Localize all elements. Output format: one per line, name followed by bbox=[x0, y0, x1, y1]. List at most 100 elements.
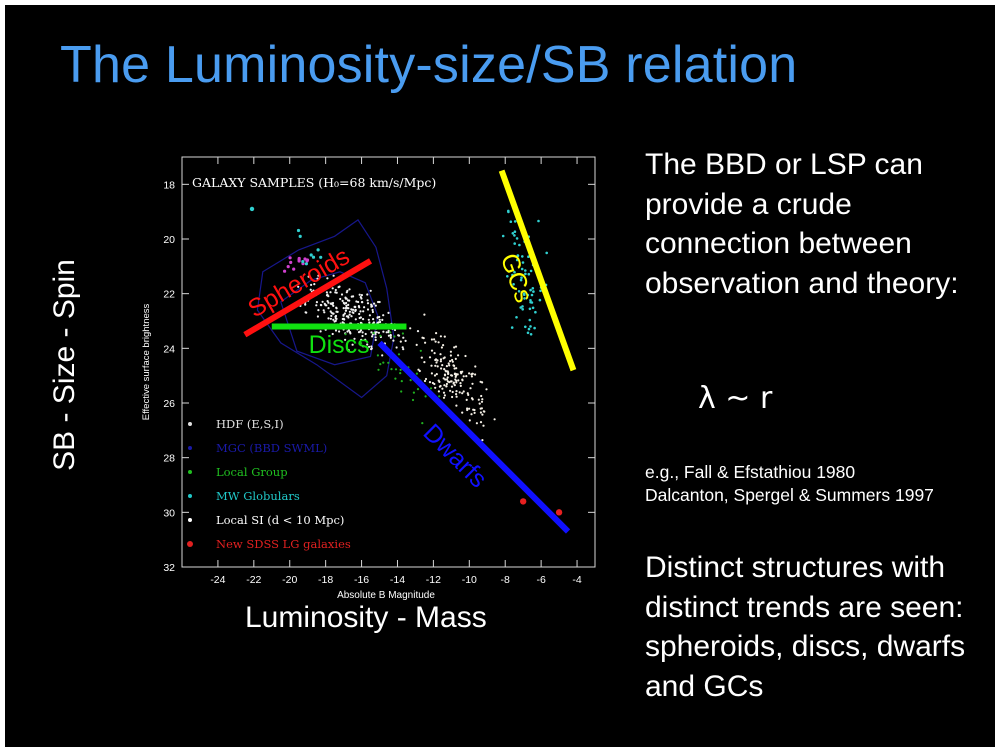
point-mw-globular bbox=[513, 230, 517, 233]
point-hdf bbox=[350, 315, 353, 318]
point-hdf bbox=[374, 333, 377, 336]
point-hdf bbox=[325, 291, 328, 294]
point-local-si bbox=[479, 411, 482, 414]
point-hdf bbox=[325, 304, 328, 307]
point-hdf bbox=[316, 277, 319, 280]
legend-label: Local SI (d < 10 Mpc) bbox=[216, 513, 344, 527]
point-hdf bbox=[404, 339, 407, 342]
point-hdf bbox=[374, 338, 377, 342]
point-hdf bbox=[382, 314, 385, 317]
point-mw-globular bbox=[507, 209, 510, 213]
point-hdf bbox=[334, 317, 337, 320]
point-local-group bbox=[390, 368, 393, 371]
point-local-group bbox=[400, 390, 403, 393]
point-local-group bbox=[416, 388, 420, 391]
point-local-group bbox=[421, 422, 424, 425]
point-hdf bbox=[330, 314, 333, 317]
points-layer bbox=[249, 206, 563, 516]
point-local-si bbox=[446, 376, 449, 379]
point-local-si bbox=[434, 340, 437, 343]
point-local-si bbox=[423, 313, 426, 316]
point-local-si bbox=[434, 358, 438, 361]
point-local-group bbox=[409, 379, 412, 382]
point-local-si bbox=[448, 364, 451, 367]
point-hdf bbox=[387, 334, 390, 337]
mgc-contour-1 bbox=[280, 271, 379, 366]
point-hdf bbox=[357, 300, 360, 304]
point-hdf bbox=[395, 346, 398, 349]
point-local-si bbox=[466, 408, 469, 412]
point-hdf bbox=[343, 312, 346, 315]
point-hdf bbox=[337, 286, 340, 289]
point-mw-globular bbox=[529, 333, 533, 336]
point-hdf bbox=[315, 304, 318, 307]
point-local-si bbox=[420, 356, 423, 359]
point-hdf bbox=[345, 297, 348, 300]
legend-label: HDF (E,S,I) bbox=[216, 417, 284, 431]
x-tick-label: -8 bbox=[501, 574, 510, 586]
point-local-si bbox=[442, 377, 445, 380]
point-mw-globular bbox=[529, 288, 532, 292]
point-hdf bbox=[401, 346, 404, 349]
point-local-si bbox=[450, 385, 454, 388]
point-hdf bbox=[374, 336, 377, 339]
point-hdf bbox=[364, 332, 367, 336]
conclusion-text: Distinct structures with distinct trends… bbox=[645, 551, 966, 703]
point-local-si bbox=[465, 375, 468, 378]
point-hdf bbox=[330, 302, 333, 305]
point-mw-globular bbox=[506, 275, 509, 278]
point-local-si bbox=[443, 356, 446, 359]
point-hdf-e bbox=[292, 267, 296, 271]
point-hdf bbox=[329, 310, 332, 313]
point-hdf bbox=[416, 330, 420, 333]
point-local-si bbox=[439, 360, 442, 363]
point-local-si bbox=[443, 368, 446, 371]
point-mw-globular bbox=[501, 234, 505, 238]
slide-title: The Luminosity-size/SB relation bbox=[60, 36, 798, 94]
point-hdf bbox=[387, 311, 390, 314]
point-hdf-e bbox=[305, 258, 310, 262]
point-hdf bbox=[344, 307, 347, 310]
point-hdf-e bbox=[288, 256, 292, 260]
point-local-si bbox=[468, 419, 471, 422]
point-local-si bbox=[468, 372, 471, 375]
point-mw-globular bbox=[524, 269, 527, 272]
point-local-si bbox=[435, 361, 438, 364]
point-mw-globular bbox=[529, 325, 532, 328]
point-hdf bbox=[332, 318, 335, 321]
point-mw-globular bbox=[523, 293, 526, 296]
point-local-si bbox=[445, 385, 448, 388]
point-local-si bbox=[471, 398, 474, 401]
point-hdf bbox=[332, 274, 335, 277]
point-local-si bbox=[454, 345, 458, 348]
point-local-si bbox=[481, 413, 484, 416]
reference-2: Dalcanton, Spergel & Summers 1997 bbox=[645, 485, 934, 505]
legend-label: MGC (BBD SWML) bbox=[216, 441, 327, 455]
point-hdf-s bbox=[319, 255, 323, 259]
point-local-si bbox=[465, 398, 468, 401]
point-hdf bbox=[345, 301, 348, 305]
point-local-si bbox=[457, 379, 460, 382]
point-local-si bbox=[430, 372, 433, 375]
point-local-si bbox=[452, 381, 455, 384]
point-local-si bbox=[479, 421, 483, 424]
point-hdf bbox=[332, 304, 335, 307]
point-local-si bbox=[434, 364, 437, 367]
point-hdf bbox=[362, 318, 365, 321]
point-hdf bbox=[357, 331, 361, 334]
point-hdf bbox=[338, 330, 341, 333]
point-local-si bbox=[424, 341, 427, 344]
point-local-si bbox=[461, 411, 464, 414]
legend-marker bbox=[188, 518, 192, 522]
point-hdf bbox=[305, 311, 308, 314]
point-hdf bbox=[378, 300, 381, 304]
y-tick-label: 24 bbox=[163, 343, 175, 355]
point-hdf-s bbox=[311, 255, 316, 259]
point-local-si bbox=[418, 369, 421, 373]
point-hdf bbox=[316, 315, 319, 318]
point-local-group bbox=[401, 332, 404, 335]
point-mw-globular bbox=[517, 290, 521, 293]
point-hdf bbox=[346, 307, 349, 310]
point-hdf bbox=[366, 293, 369, 296]
point-mw-globular bbox=[523, 297, 526, 300]
